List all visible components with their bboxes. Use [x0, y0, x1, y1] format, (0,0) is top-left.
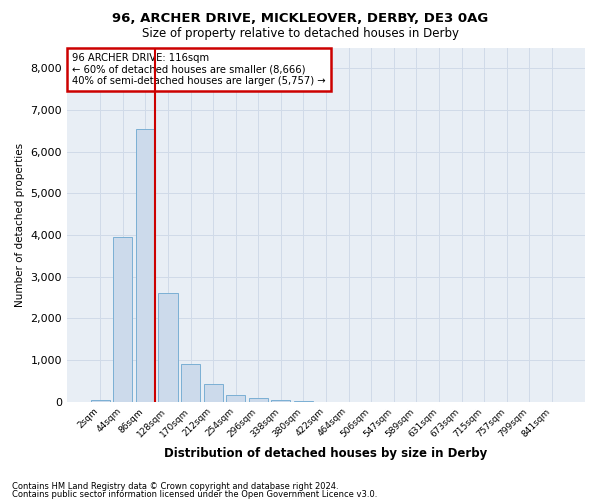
Bar	[136, 129, 155, 402]
Bar	[181, 364, 200, 402]
Bar	[226, 396, 245, 402]
Bar	[91, 400, 110, 402]
Bar	[271, 400, 290, 402]
Y-axis label: Number of detached properties: Number of detached properties	[15, 142, 25, 306]
Text: Contains public sector information licensed under the Open Government Licence v3: Contains public sector information licen…	[12, 490, 377, 499]
Text: Size of property relative to detached houses in Derby: Size of property relative to detached ho…	[142, 28, 458, 40]
Text: Contains HM Land Registry data © Crown copyright and database right 2024.: Contains HM Land Registry data © Crown c…	[12, 482, 338, 491]
Bar	[158, 294, 178, 402]
Text: 96, ARCHER DRIVE, MICKLEOVER, DERBY, DE3 0AG: 96, ARCHER DRIVE, MICKLEOVER, DERBY, DE3…	[112, 12, 488, 26]
Bar	[203, 384, 223, 402]
Text: 96 ARCHER DRIVE: 116sqm
← 60% of detached houses are smaller (8,666)
40% of semi: 96 ARCHER DRIVE: 116sqm ← 60% of detache…	[72, 53, 326, 86]
Bar	[113, 237, 133, 402]
X-axis label: Distribution of detached houses by size in Derby: Distribution of detached houses by size …	[164, 447, 488, 460]
Bar	[248, 398, 268, 402]
